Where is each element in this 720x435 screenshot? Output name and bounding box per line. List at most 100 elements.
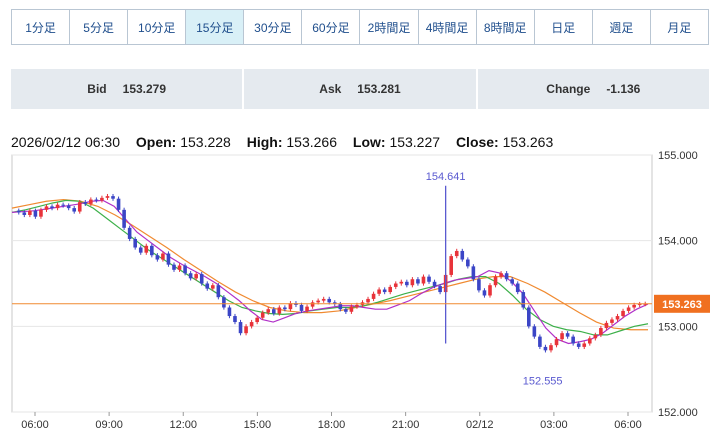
timeframe-tab-7[interactable]: 4時間足 xyxy=(419,10,477,44)
x-tick-label: 06:00 xyxy=(614,419,642,431)
candle-body xyxy=(399,281,404,284)
timeframe-tab-5[interactable]: 60分足 xyxy=(302,10,361,44)
candle-body xyxy=(233,316,237,323)
bid-box: Bid 153.279 xyxy=(11,69,243,109)
candle-body xyxy=(44,206,49,210)
x-tick-label: 15:00 xyxy=(244,419,272,431)
timeframe-tab-3[interactable]: 15分足 xyxy=(186,10,245,44)
x-tick-label: 06:00 xyxy=(21,419,49,431)
candle-body xyxy=(477,279,481,291)
timeframe-tab-1[interactable]: 5分足 xyxy=(70,10,129,44)
candle-body xyxy=(83,202,88,204)
candle-body xyxy=(366,298,370,303)
candle-body xyxy=(543,346,548,351)
candle-body xyxy=(94,199,99,201)
candle-body xyxy=(244,326,248,334)
candle-body xyxy=(150,245,154,256)
candle-body xyxy=(266,309,271,313)
candle-body xyxy=(571,336,575,344)
price-badge-label: 153.263 xyxy=(662,299,702,311)
candle-body xyxy=(626,307,631,311)
y-tick-label: 154.000 xyxy=(658,236,698,248)
candle-body xyxy=(227,307,232,317)
candle-body xyxy=(89,199,93,204)
timeframe-tab-10[interactable]: 週足 xyxy=(593,10,651,44)
candle-body xyxy=(316,300,320,303)
low-label: Low: xyxy=(352,134,386,150)
candle-body xyxy=(510,279,514,284)
candle-body xyxy=(105,196,110,198)
timeframe-tab-11[interactable]: 月足 xyxy=(667,20,692,35)
x-tick-label: 21:00 xyxy=(392,419,420,431)
plot-area xyxy=(11,154,653,413)
candle-body xyxy=(349,306,354,312)
candle-body xyxy=(410,279,415,286)
quote-bar: Bid 153.279 Ask 153.281 Change -1.136 xyxy=(11,69,709,109)
candle-body xyxy=(499,273,503,277)
candle-body xyxy=(194,274,198,279)
candle-body xyxy=(377,289,381,294)
x-tick-label: 02/12 xyxy=(466,419,494,431)
candle-body xyxy=(271,309,276,314)
candle-body xyxy=(393,283,398,287)
candle-body xyxy=(560,333,564,340)
timeframe-tabs: 1分足 5分足 10分足 15分足 30分足 60分足 2時間足 4時間足 8時間足 日足 週足 月足 xyxy=(11,9,709,45)
candle-body xyxy=(482,290,487,296)
candle-body xyxy=(454,250,459,257)
candle-body xyxy=(205,283,210,289)
candle-body xyxy=(321,298,326,301)
timeframe-tab-9[interactable]: 日足 xyxy=(535,10,593,44)
candle-body xyxy=(28,210,32,215)
candle-body xyxy=(338,304,343,310)
timeframe-tab-2[interactable]: 10分足 xyxy=(128,10,187,44)
candle-body xyxy=(249,322,254,327)
candle-body xyxy=(621,310,625,317)
candle-body xyxy=(122,209,126,228)
candle-body xyxy=(72,208,77,212)
bid-value: 153.279 xyxy=(122,82,167,96)
ask-box: Ask 153.281 xyxy=(244,69,476,109)
bid-label: Bid xyxy=(87,82,107,96)
ma-fast-line xyxy=(11,199,649,345)
candle-body xyxy=(310,302,315,307)
candle-body xyxy=(421,276,426,284)
candle-body xyxy=(188,273,193,279)
candle-body xyxy=(238,322,243,334)
high-value: 153.266 xyxy=(286,134,337,150)
y-tick-label: 155.000 xyxy=(658,150,698,162)
candle-body xyxy=(133,238,137,248)
candle-body xyxy=(77,202,82,212)
timeframe-tab-8[interactable]: 8時間足 xyxy=(477,10,535,44)
candle-body xyxy=(582,343,587,347)
candle-body xyxy=(515,283,520,293)
candle-body xyxy=(593,334,598,339)
candle-body xyxy=(332,302,337,305)
candle-body xyxy=(549,345,553,351)
candle-body xyxy=(604,322,609,329)
candle-body xyxy=(599,328,603,335)
candle-body xyxy=(211,285,215,289)
candle-body xyxy=(288,303,293,310)
timeframe-tab-4[interactable]: 30分足 xyxy=(244,10,303,44)
candle-body xyxy=(427,276,431,282)
candle-body xyxy=(504,273,509,280)
x-tick-label: 12:00 xyxy=(169,419,197,431)
candle-body xyxy=(199,274,204,284)
candle-body xyxy=(488,285,492,296)
ma-mid-line xyxy=(11,199,649,336)
candle-body xyxy=(111,196,115,199)
candle-body xyxy=(632,304,636,308)
candle-body xyxy=(587,338,592,344)
price-badge xyxy=(654,294,710,313)
candle-body xyxy=(521,292,526,308)
candle-body xyxy=(416,279,420,284)
timeframe-tab-0[interactable]: 1分足 xyxy=(12,10,71,44)
timeframe-tab-6[interactable]: 2時間足 xyxy=(360,10,419,44)
candle-body xyxy=(355,304,359,307)
candle-body xyxy=(565,333,570,337)
candle-body xyxy=(615,316,620,320)
candle-body xyxy=(100,197,104,201)
candle-body xyxy=(66,205,71,209)
high-label: High: xyxy=(246,134,283,150)
